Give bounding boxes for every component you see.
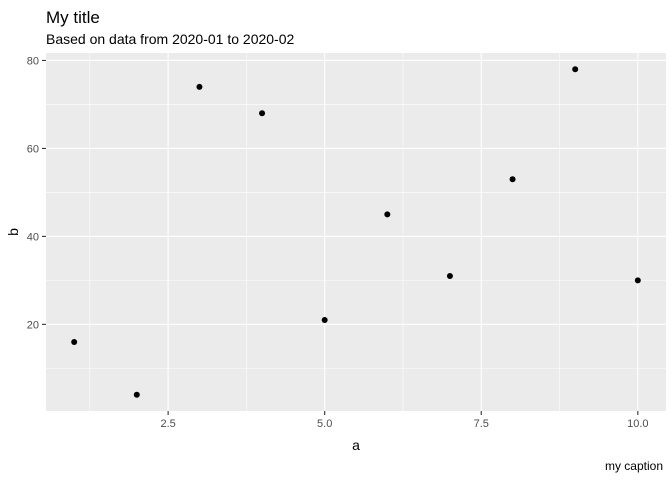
y-tick-label: 60 [27,143,39,155]
data-point [321,316,328,323]
major-gridlines [46,53,666,411]
x-axis-title: a [352,437,360,453]
y-axis: 20 40 60 80 [27,55,46,331]
data-point [446,272,453,279]
data-points [71,66,641,398]
y-tick-label: 80 [27,55,39,67]
x-tick-label: 2.5 [160,418,175,430]
data-point [634,277,641,284]
data-point [572,66,579,73]
chart-caption: my caption [605,459,663,473]
data-point [71,338,78,345]
x-tick-label: 5.0 [317,418,332,430]
x-tick-label: 7.5 [474,418,489,430]
y-axis-title: b [5,228,21,236]
plot-panel [46,53,666,411]
y-tick-label: 20 [27,319,39,331]
x-axis: 2.5 5.0 7.5 10.0 [160,411,649,430]
data-point [196,83,203,90]
chart-subtitle: Based on data from 2020-01 to 2020-02 [46,31,295,47]
data-point [133,391,140,398]
data-point [509,176,516,183]
x-tick-label: 10.0 [627,418,648,430]
data-point [384,211,391,218]
chart-title: My title [46,8,100,27]
minor-gridlines [46,53,666,411]
y-tick-label: 40 [27,231,39,243]
data-point [259,110,266,117]
